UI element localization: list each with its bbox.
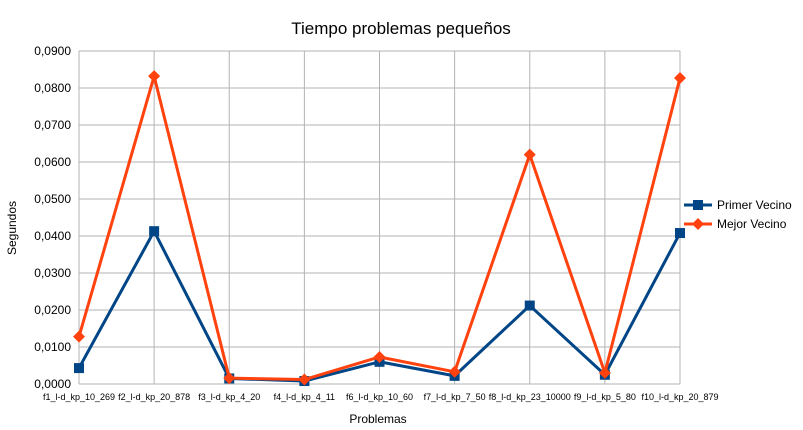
y-tick-label: 0,0300 xyxy=(34,266,71,280)
x-tick-labels: f1_l-d_kp_10_269 f2_l-d_kp_20_878 f3_l-d_k… xyxy=(43,392,719,402)
x-axis-label: Problemas xyxy=(349,412,406,426)
data-point xyxy=(148,70,161,83)
legend: Primer Vecino Mejor Vecino xyxy=(684,198,792,231)
chart-title: Tiempo problemas pequeños xyxy=(291,19,511,38)
y-tick-label: 0,0800 xyxy=(34,81,71,95)
legend-label: Mejor Vecino xyxy=(717,217,787,231)
x-tick-label: f9_l-d_kp_5_80 xyxy=(574,392,636,402)
data-point xyxy=(223,372,236,385)
x-tick-label: f8_l-d_kp_23_10000 xyxy=(489,392,571,402)
data-point xyxy=(74,363,84,374)
x-tick-label: f2_l-d_kp_20_878 xyxy=(118,392,190,402)
y-tick-label: 0,0700 xyxy=(34,118,71,132)
y-tick-label: 0,0500 xyxy=(34,192,71,206)
data-point xyxy=(598,366,611,379)
data-point xyxy=(523,148,536,161)
y-tick-label: 0,0900 xyxy=(34,44,71,58)
y-tick-label: 0,0000 xyxy=(34,377,71,391)
y-tick-label: 0,0200 xyxy=(34,303,71,317)
x-tick-label: f7_l-d_kp_7_50 xyxy=(424,392,486,402)
data-point xyxy=(73,330,85,343)
data-point xyxy=(373,350,386,363)
x-tick-label: f3_l-d_kp_4_20 xyxy=(198,392,260,402)
data-point xyxy=(149,226,160,237)
y-tick-label: 0,0100 xyxy=(34,340,71,354)
y-tick-label: 0,0400 xyxy=(34,229,71,243)
x-tick-label: f4_l-d_kp_4_11 xyxy=(274,392,335,402)
data-point xyxy=(675,228,685,239)
x-tick-label: f1_l-d_kp_10_269 xyxy=(43,392,115,402)
gridlines xyxy=(78,50,681,385)
legend-marker xyxy=(693,200,703,210)
y-axis-label: Segundos xyxy=(5,201,19,255)
data-point xyxy=(524,300,535,311)
series-lines xyxy=(73,70,686,387)
legend-label: Primer Vecino xyxy=(717,198,792,212)
y-tick-label: 0,0600 xyxy=(34,155,71,169)
legend-marker xyxy=(692,218,704,230)
data-point xyxy=(674,72,686,85)
x-tick-label: f6_l-d_kp_10_60 xyxy=(346,392,413,402)
x-tick-label: f10_l-d_kp_20_879 xyxy=(641,392,718,402)
data-point xyxy=(298,373,311,386)
y-tick-labels: 0,0000 0,0100 0,0200 0,0300 0,0400 0,0500 0,06… xyxy=(34,44,71,391)
data-point xyxy=(448,365,461,378)
